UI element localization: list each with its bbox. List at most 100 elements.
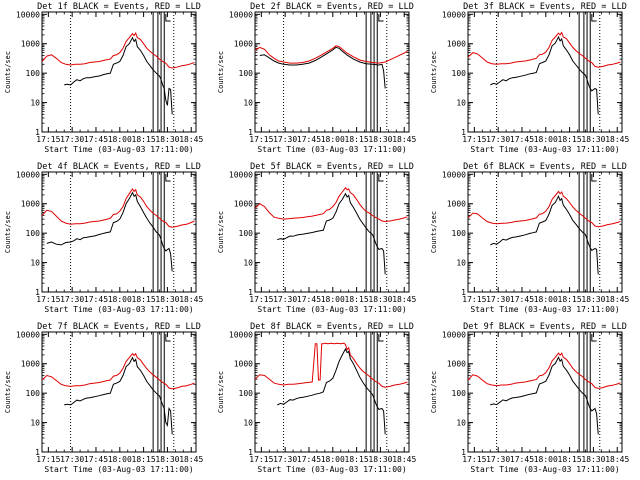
plot-frame xyxy=(41,11,197,133)
y-tick-label: 100 xyxy=(452,389,467,398)
lld-series-line xyxy=(468,352,621,389)
y-tick-label: 10 xyxy=(243,259,253,268)
y-axis-label: Counts/sec xyxy=(4,211,12,253)
x-tick-label: 17:15 xyxy=(462,135,486,144)
x-tick-label: 18:15 xyxy=(345,295,369,304)
x-tick-label: 18:15 xyxy=(345,135,369,144)
lld-series-line xyxy=(468,31,621,68)
x-tick-label: 18:00 xyxy=(534,455,558,464)
y-axis-label: Counts/sec xyxy=(430,51,438,93)
x-tick-label: 17:30 xyxy=(486,455,510,464)
y-axis-label: Counts/sec xyxy=(217,371,225,413)
x-tick-label: 18:15 xyxy=(558,135,582,144)
x-tick-label: 17:15 xyxy=(36,295,60,304)
y-tick-label: 100 xyxy=(26,389,41,398)
x-tick-label: 17:30 xyxy=(486,295,510,304)
x-tick-label: 17:45 xyxy=(297,135,321,144)
y-tick-label: 10 xyxy=(456,259,466,268)
y-tick-label: 1000 xyxy=(447,200,466,209)
x-tick-label: 18:15 xyxy=(558,295,582,304)
x-tick-label: 17:15 xyxy=(249,135,273,144)
x-tick-label: 18:30 xyxy=(155,295,179,304)
panel-title: Det 8f BLACK = Events, RED = LLD xyxy=(250,322,414,332)
panel-title: Det 7f BLACK = Events, RED = LLD xyxy=(37,322,201,332)
lld-series-line xyxy=(255,342,408,388)
y-tick-label: 10000 xyxy=(16,170,40,179)
panel-2: Det 2f BLACK = Events, RED = LLD 1 10 100 10… xyxy=(217,2,416,154)
panel-title: Det 3f BLACK = Events, RED = LLD xyxy=(463,2,627,12)
x-tick-label: 18:30 xyxy=(368,135,392,144)
marker-flag xyxy=(591,14,597,22)
x-tick-label: 18:45 xyxy=(392,135,416,144)
x-tick-label: 17:30 xyxy=(486,135,510,144)
x-tick-label: 17:45 xyxy=(297,295,321,304)
y-tick-label: 10 xyxy=(243,419,253,428)
y-tick-label: 10 xyxy=(30,419,40,428)
events-series-line xyxy=(276,347,386,435)
x-axis-label: Start Time (03-Aug-03 17:11:00) xyxy=(470,465,619,474)
x-axis-label: Start Time (03-Aug-03 17:11:00) xyxy=(470,145,619,154)
plot-frame xyxy=(254,11,410,133)
marker-flag xyxy=(591,334,597,342)
y-tick-label: 100 xyxy=(452,69,467,78)
plot-frame xyxy=(41,171,197,293)
y-tick-label: 10 xyxy=(456,419,466,428)
y-axis-label: Counts/sec xyxy=(430,371,438,413)
x-axis-label: Start Time (03-Aug-03 17:11:00) xyxy=(44,305,193,314)
y-tick-label: 1000 xyxy=(21,200,40,209)
x-tick-label: 18:00 xyxy=(321,455,345,464)
y-tick-label: 1 xyxy=(461,128,466,137)
marker-flag xyxy=(378,174,384,182)
y-tick-label: 1 xyxy=(248,128,253,137)
y-tick-label: 1000 xyxy=(234,360,253,369)
panel-title: Det 4f BLACK = Events, RED = LLD xyxy=(37,162,201,172)
panel-6: Det 6f BLACK = Events, RED = LLD 1 10 100 10… xyxy=(430,162,629,314)
plot-frame xyxy=(467,11,623,133)
y-tick-label: 10 xyxy=(30,99,40,108)
x-tick-label: 18:00 xyxy=(321,135,345,144)
events-series-line xyxy=(277,192,386,275)
y-tick-label: 10000 xyxy=(16,10,40,19)
y-tick-label: 1000 xyxy=(447,360,466,369)
x-tick-label: 17:30 xyxy=(60,455,84,464)
x-tick-label: 17:15 xyxy=(462,455,486,464)
panel-7: Det 7f BLACK = Events, RED = LLD 1 10 100 10… xyxy=(4,322,203,474)
plot-frame xyxy=(467,171,623,293)
y-tick-label: 1 xyxy=(248,448,253,457)
panel-9: Det 9f BLACK = Events, RED = LLD 1 10 100 10… xyxy=(430,322,629,474)
y-tick-label: 1 xyxy=(248,288,253,297)
x-tick-label: 18:00 xyxy=(534,295,558,304)
panel-8: Det 8f BLACK = Events, RED = LLD 1 10 100 10… xyxy=(217,322,416,474)
x-tick-label: 18:45 xyxy=(179,455,203,464)
y-tick-label: 10000 xyxy=(16,330,40,339)
events-series-line xyxy=(259,46,386,89)
panel-title: Det 2f BLACK = Events, RED = LLD xyxy=(250,2,414,12)
events-series-line xyxy=(64,356,173,435)
x-tick-label: 18:30 xyxy=(581,295,605,304)
y-tick-label: 1 xyxy=(35,448,40,457)
x-tick-label: 17:30 xyxy=(273,295,297,304)
marker-flag xyxy=(165,334,171,342)
x-tick-label: 18:00 xyxy=(108,135,132,144)
x-axis-label: Start Time (03-Aug-03 17:11:00) xyxy=(257,305,406,314)
x-tick-label: 18:15 xyxy=(345,455,369,464)
y-tick-label: 1000 xyxy=(234,200,253,209)
y-tick-label: 1 xyxy=(35,128,40,137)
y-tick-label: 100 xyxy=(239,69,254,78)
panel-5: Det 5f BLACK = Events, RED = LLD 1 10 100 10… xyxy=(217,162,416,314)
x-tick-label: 18:00 xyxy=(108,295,132,304)
panel-title: Det 6f BLACK = Events, RED = LLD xyxy=(463,162,627,172)
x-tick-label: 17:15 xyxy=(462,295,486,304)
y-tick-label: 100 xyxy=(26,69,41,78)
panel-1: Det 1f BLACK = Events, RED = LLD 1 10 100 10… xyxy=(4,2,203,154)
x-axis-label: Start Time (03-Aug-03 17:11:00) xyxy=(257,145,406,154)
events-series-line xyxy=(490,356,599,435)
x-tick-label: 17:45 xyxy=(510,135,534,144)
x-tick-label: 17:45 xyxy=(510,455,534,464)
x-axis-label: Start Time (03-Aug-03 17:11:00) xyxy=(44,145,193,154)
x-tick-label: 17:45 xyxy=(510,295,534,304)
y-tick-label: 100 xyxy=(26,229,41,238)
panel-4: Det 4f BLACK = Events, RED = LLD 1 10 100 10… xyxy=(4,162,203,314)
x-tick-label: 17:15 xyxy=(36,135,60,144)
